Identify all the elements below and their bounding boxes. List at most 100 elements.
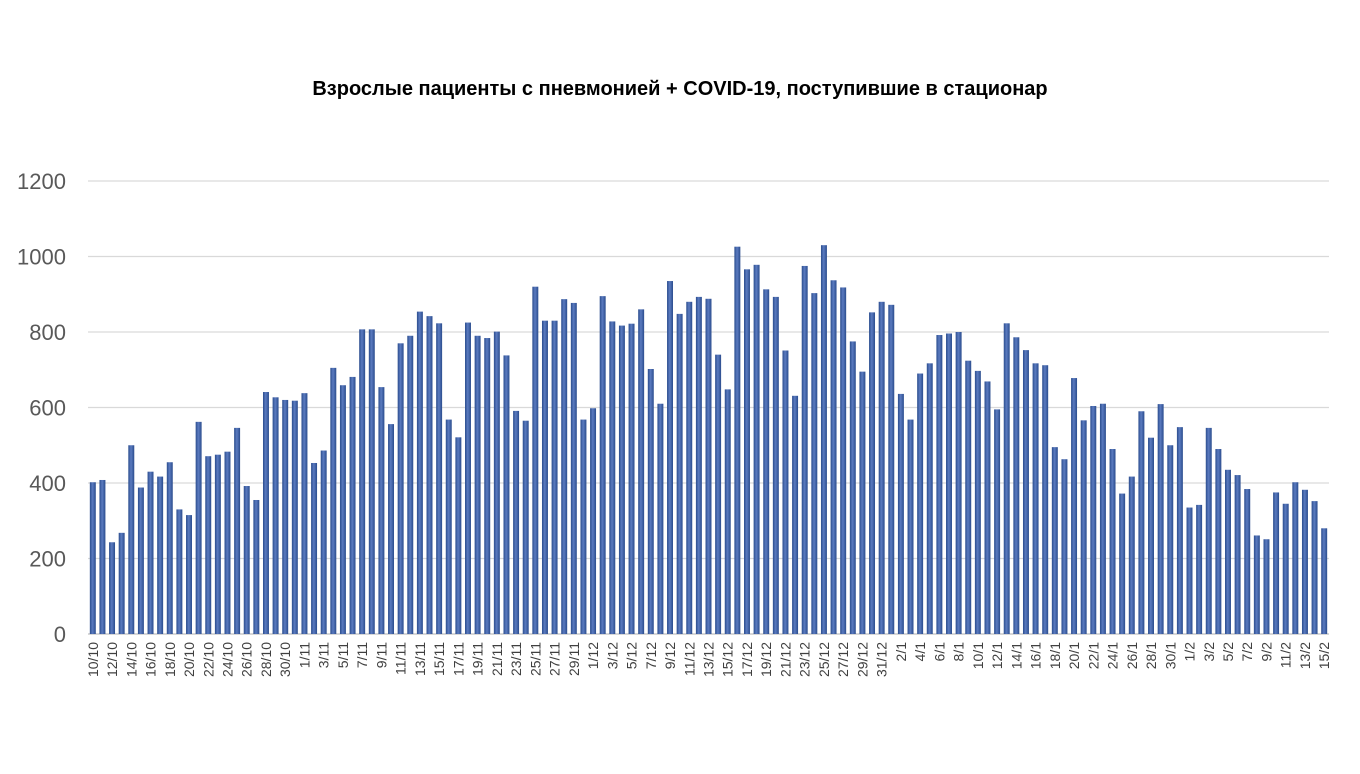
x-tick-label: 27/12 [835,642,851,677]
bar [301,393,308,634]
x-tick-label: 1/12 [585,642,601,669]
bar [753,264,760,634]
x-tick-label: 7/2 [1239,642,1255,662]
x-tick-label: 16/10 [143,642,159,677]
x-tick-label: 17/11 [450,642,466,676]
bar [1215,449,1222,634]
bar [1196,504,1203,634]
x-tick-label: 12/1 [989,642,1005,669]
x-tick-label: 22/10 [200,642,216,677]
bar [1042,365,1049,634]
bar [946,333,952,634]
x-tick-label: 20/1 [1066,642,1082,669]
x-tick-label: 7/12 [643,642,659,669]
bar [1061,459,1068,634]
x-tick-label: 3/12 [604,642,620,669]
bar [1253,535,1260,634]
bars [89,245,1328,634]
x-tick-label: 31/12 [874,642,890,677]
x-tick-label: 9/2 [1258,642,1274,662]
x-tick-label: 5/11 [335,642,351,668]
bar [205,456,212,634]
bar [1263,539,1270,634]
x-tick-label: 15/12 [720,642,736,677]
bar [359,329,366,634]
x-tick-label: 26/10 [239,642,255,677]
bar [330,367,337,634]
bar [243,486,250,634]
bar [465,322,471,634]
x-tick-label: 26/1 [1124,642,1140,669]
x-tick-label: 25/12 [816,642,832,677]
bar [166,462,173,634]
x-tick-label: 8/1 [951,642,967,662]
bar [676,313,683,634]
bar [599,296,606,634]
x-tick-label: 5/12 [624,642,640,669]
y-tick-label: 400 [29,471,66,496]
x-tick-label: 2/1 [893,642,909,662]
x-tick-label: 13/2 [1297,642,1313,669]
bar [445,419,452,634]
bar [580,419,587,634]
bar [994,409,1001,634]
x-tick-label: 29/11 [566,642,582,676]
x-tick-label: 1/2 [1182,642,1198,662]
y-tick-label: 800 [29,320,66,345]
x-tick-label: 28/1 [1143,642,1159,669]
bar [234,427,241,634]
bar [1205,427,1212,634]
x-tick-label: 12/10 [104,642,120,677]
bar [137,487,144,634]
x-tick-label: 19/12 [758,642,774,677]
x-tick-label: 3/11 [316,642,332,668]
x-tick-label: 22/1 [1085,642,1101,669]
bar [416,311,423,634]
bar [1301,489,1308,634]
bar [888,304,895,634]
bar [965,360,972,634]
bar [897,393,904,634]
bar [474,335,481,634]
bar [667,281,673,634]
x-tick-label: 24/10 [219,642,235,677]
bar [349,376,356,634]
bar [282,399,289,634]
x-tick-label: 13/12 [701,642,717,677]
x-tick-label: 9/12 [662,642,678,669]
bar [1167,445,1174,634]
bar [1138,411,1145,634]
bar [715,354,722,634]
bar [1013,337,1020,634]
x-tick-label: 10/1 [970,642,986,669]
x-tick-label: 18/10 [162,642,178,677]
x-tick-label: 23/12 [797,642,813,677]
bar [89,482,96,634]
bar [772,296,779,634]
bar [522,420,529,634]
bar [590,408,597,634]
bar [195,421,202,634]
bar [1244,489,1251,634]
x-tick-label: 30/1 [1162,642,1178,669]
bar [109,542,116,634]
bar [541,320,548,634]
bar [869,312,876,634]
bar [397,343,404,634]
bar [186,515,192,634]
bar [1090,405,1097,634]
bar [426,316,433,634]
bar [763,289,770,634]
bar [907,419,914,634]
x-tick-label: 24/1 [1105,642,1121,669]
bar [618,325,625,634]
bar [1225,469,1231,634]
x-tick-label: 14/10 [123,642,139,677]
x-tick-label: 17/12 [739,642,755,677]
y-tick-label: 600 [29,396,66,421]
bar [147,471,154,634]
bar [1099,403,1106,634]
bar [561,299,568,634]
x-tick-label: 21/11 [489,642,505,676]
